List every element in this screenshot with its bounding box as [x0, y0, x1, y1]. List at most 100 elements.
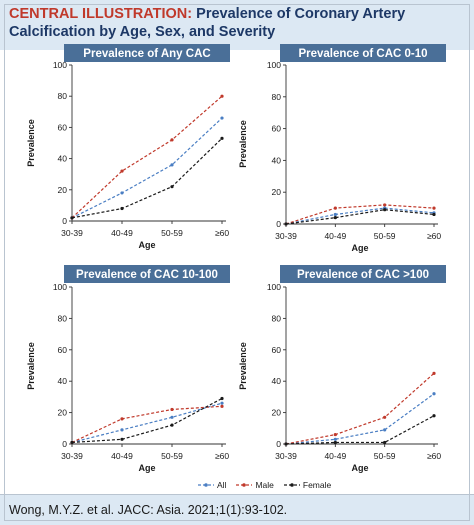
y-tick-label: 80 — [58, 91, 68, 101]
y-tick-label: 60 — [272, 345, 282, 355]
chart-title: Prevalence of CAC 0-10 — [298, 48, 427, 60]
data-point-female — [220, 396, 224, 401]
data-point-all — [120, 191, 124, 195]
chart-title: Prevalence of CAC >100 — [297, 269, 429, 281]
data-point-female — [70, 440, 74, 445]
y-tick-label: 60 — [58, 122, 68, 132]
x-tick-label: ≥60 — [215, 228, 229, 238]
y-tick-label: 60 — [272, 124, 282, 134]
x-tick-label: 50-59 — [161, 451, 183, 461]
data-point-female — [120, 206, 124, 211]
illustration-label: CENTRAL ILLUSTRATION: — [9, 6, 193, 22]
x-tick-label: ≥60 — [427, 231, 441, 241]
data-point-all — [220, 401, 224, 405]
chart-title: Prevalence of CAC 10-100 — [76, 269, 218, 281]
series-line-all — [285, 393, 435, 445]
y-tick-label: 80 — [272, 92, 282, 102]
data-point-male — [383, 203, 387, 207]
illustration-title-text: Prevalence of Coronary Artery Calcificat… — [9, 6, 406, 40]
data-point-all — [333, 212, 337, 217]
data-point-male — [120, 169, 124, 173]
series-line-male — [71, 95, 223, 219]
x-tick-label: 40-49 — [111, 451, 133, 461]
x-axis-label: Age — [351, 243, 368, 253]
legend-item-female: Female — [283, 480, 332, 490]
data-point-all — [170, 415, 174, 419]
data-point-female — [432, 212, 436, 217]
y-tick-label: 0 — [276, 439, 281, 449]
series-line-male — [285, 372, 435, 445]
data-point-female — [284, 442, 288, 446]
legend-label-male: Male — [255, 480, 274, 490]
y-tick-label: 0 — [276, 219, 281, 229]
series-line-all — [71, 117, 223, 219]
data-point-male — [220, 94, 224, 98]
x-tick-label: 30-39 — [275, 231, 297, 241]
legend-item-all: All — [198, 480, 226, 490]
y-tick-label: 40 — [58, 154, 68, 164]
y-tick-label: 20 — [58, 185, 68, 195]
y-tick-label: 40 — [58, 376, 68, 386]
x-tick-label: 40-49 — [324, 231, 346, 241]
x-axis-label: Age — [351, 463, 368, 473]
y-tick-label: 80 — [58, 313, 68, 323]
legend-label-female: Female — [302, 480, 332, 490]
chart-title-bar — [64, 265, 230, 283]
footer-band: Wong, M.Y.Z. et al. JACC: Asia. 2021;1(1… — [0, 494, 474, 525]
chart-title-bar — [280, 44, 446, 62]
x-tick-label: ≥60 — [427, 451, 441, 461]
data-point-female — [432, 414, 436, 418]
data-point-male — [333, 432, 337, 437]
y-tick-label: 20 — [272, 408, 282, 418]
data-point-male — [120, 417, 124, 421]
x-tick-label: 50-59 — [161, 228, 183, 238]
data-point-male — [432, 206, 436, 210]
data-point-male — [220, 404, 224, 408]
y-tick-label: 20 — [58, 408, 68, 418]
chart-panel-2: Prevalence of CAC 0-10 0 20 40 60 80 100 30-39 4… — [238, 44, 446, 253]
chart-panel-3: Prevalence of CAC 10-100 0 20 40 60 80 100 30-3… — [26, 265, 230, 473]
y-tick-label: 100 — [267, 282, 281, 292]
x-tick-label: ≥60 — [215, 451, 229, 461]
data-point-female — [284, 222, 288, 226]
y-axis-label: Prevalence — [238, 342, 248, 390]
data-point-female — [383, 440, 387, 445]
chart-title-bar — [64, 44, 230, 62]
y-tick-label: 80 — [272, 313, 282, 323]
y-tick-label: 20 — [272, 187, 282, 197]
data-point-all — [120, 428, 124, 432]
chart-title-bar — [280, 265, 446, 283]
data-point-all — [333, 437, 337, 441]
data-point-all — [220, 116, 224, 120]
y-tick-label: 100 — [53, 60, 67, 70]
illustration-title: CENTRAL ILLUSTRATION: Prevalence of Coro… — [9, 5, 467, 41]
x-tick-label: 40-49 — [111, 228, 133, 238]
y-tick-label: 40 — [272, 155, 282, 165]
y-tick-label: 100 — [267, 60, 281, 70]
data-point-female — [383, 208, 387, 212]
chart-title: Prevalence of Any CAC — [83, 48, 210, 60]
y-tick-label: 40 — [272, 376, 282, 386]
series-line-all — [285, 207, 435, 225]
legend-swatch-male — [236, 483, 253, 487]
series-line-male — [285, 204, 435, 225]
data-point-male — [383, 415, 387, 419]
data-point-female — [170, 185, 174, 189]
legend-label-all: All — [217, 480, 227, 490]
y-tick-label: 0 — [62, 439, 67, 449]
charts-canvas: Prevalence of Any CAC 0 20 40 60 80 100 30-39 40… — [26, 44, 446, 473]
x-tick-label: 50-59 — [374, 451, 396, 461]
data-point-female — [70, 216, 74, 220]
data-point-female — [170, 423, 174, 427]
data-point-male — [170, 407, 174, 412]
series-line-female — [71, 137, 223, 219]
y-tick-label: 0 — [62, 216, 67, 226]
y-tick-label: 100 — [53, 282, 67, 292]
y-tick-label: 60 — [58, 345, 68, 355]
header-band: CENTRAL ILLUSTRATION: Prevalence of Coro… — [0, 0, 474, 50]
series-line-male — [71, 405, 223, 443]
series-line-all — [71, 402, 223, 444]
data-point-female — [333, 440, 337, 445]
legend-swatch-all — [198, 483, 214, 487]
x-tick-label: 30-39 — [275, 451, 297, 461]
